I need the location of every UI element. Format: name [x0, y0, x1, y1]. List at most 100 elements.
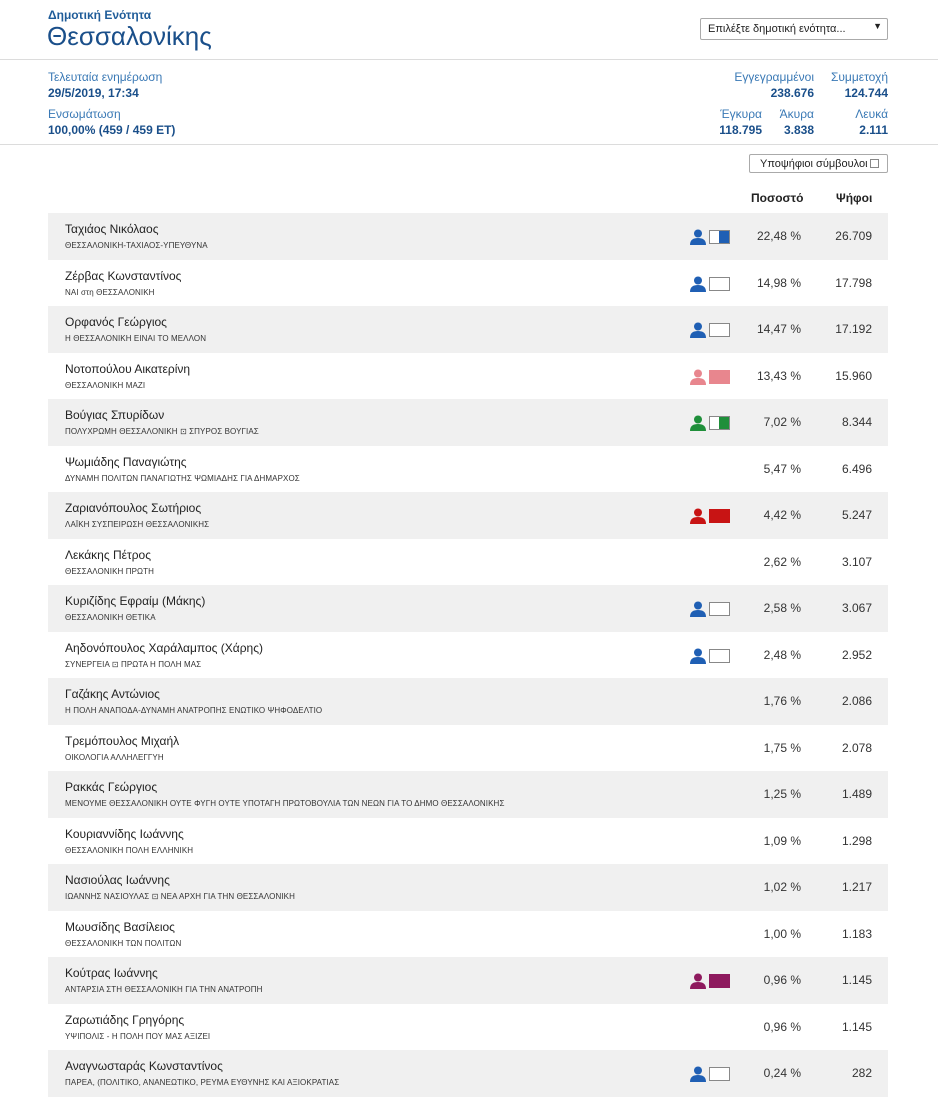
candidate-name: Κυριζίδης Εφραίμ (Μάκης): [65, 594, 206, 608]
candidate-name: Νασιούλας Ιωάννης: [65, 873, 170, 887]
vote-percent: 14,47 %: [756, 322, 801, 336]
select-value: Επιλέξτε δημοτική ενότητα...: [708, 23, 846, 35]
table-row[interactable]: Ζαριανόπουλος Σωτήριος ΛΑΪΚΗ ΣΥΣΠΕΙΡΩΣΗ Θ…: [48, 492, 888, 539]
party-name: ΠΟΛΥΧΡΩΜΗ ΘΕΣΣΑΛΟΝΙΚΗ ⊡ ΣΠΥΡΟΣ ΒΟΥΓΙΑΣ: [65, 427, 259, 436]
table-row[interactable]: Ρακκάς Γεώργιος ΜΕΝΟΥΜΕ ΘΕΣΣΑΛΟΝΙΚΗ ΟΥΤΕ …: [48, 771, 888, 818]
vote-count: 1.145: [841, 973, 872, 987]
municipal-unit-label: Δημοτική Ενότητα: [48, 8, 152, 22]
party-name: Η ΠΟΛΗ ΑΝΑΠΟΔΑ-ΔΥΝΑΜΗ ΑΝΑΤΡΟΠΗΣ ΕΝΩΤΙΚΟ …: [65, 706, 323, 715]
party-name: ΟΙΚΟΛΟΓΙΑ ΑΛΛΗΛΕΓΓΥΗ: [65, 752, 164, 762]
table-row[interactable]: Κυριζίδης Εφραίμ (Μάκης) ΘΕΣΣΑΛΟΝΙΚΗ ΘΕΤΙ…: [48, 585, 888, 632]
last-update: Τελευταία ενημέρωση 29/5/2019, 17:34: [48, 70, 162, 100]
candidate-name: Ρακκάς Γεώργιος: [65, 780, 158, 794]
integration: Ενσωμάτωση 100,00% (459 / 459 ΕΤ): [48, 107, 175, 137]
party-name: ΜΕΝΟΥΜΕ ΘΕΣΣΑΛΟΝΙΚΗ ΟΥΤΕ ΦΥΓΗ ΟΥΤΕ ΥΠΟΤΑ…: [65, 799, 505, 808]
vote-count: 1.298: [841, 833, 872, 848]
vote-percent: 4,42 %: [763, 508, 801, 522]
turnout-label: Συμμετοχή: [830, 70, 888, 84]
person-icon: [690, 415, 706, 431]
vote-percent: 0,96 %: [763, 1019, 801, 1034]
page-title: Θεσσαλονίκης: [47, 21, 212, 51]
vote-count: 3.107: [841, 554, 872, 569]
party-name: Η ΘΕΣΣΑΛΟΝΙΚΗ ΕΙΝΑΙ ΤΟ ΜΕΛΛΟΝ: [65, 334, 207, 343]
party-name: ΝΑΙ στη ΘΕΣΣΑΛΟΝΙΚΗ: [65, 287, 155, 297]
vote-percent: 2,62 %: [763, 554, 801, 569]
table-row[interactable]: Μωυσίδης Βασίλειος ΘΕΣΣΑΛΟΝΙΚΗ ΤΩΝ ΠΟΛΙΤΩ…: [48, 911, 888, 958]
invalid-value: 3.838: [783, 123, 814, 137]
checkbox[interactable]: [870, 159, 879, 168]
invalid: Άκυρα 3.838: [780, 107, 814, 137]
candidate-name: Λεκάκης Πέτρος: [65, 547, 151, 562]
person-icon: [690, 508, 706, 524]
vote-percent: 1,76 %: [763, 694, 801, 708]
swatch-fill: [710, 975, 729, 987]
table-row[interactable]: Ζαρωτιάδης Γρηγόρης ΥΨΙΠΟΛΙΣ - Η ΠΟΛΗ ΠΟΥ…: [48, 1004, 888, 1051]
party-color-swatch: [709, 416, 730, 430]
vote-percent: 22,48 %: [756, 229, 801, 243]
table-row[interactable]: Βούγιας Σπυρίδων ΠΟΛΥΧΡΩΜΗ ΘΕΣΣΑΛΟΝΙΚΗ ⊡ …: [48, 399, 888, 446]
table-row[interactable]: Κουριαννίδης Ιωάννης ΘΕΣΣΑΛΟΝΙΚΗ ΠΟΛΗ ΕΛΛ…: [48, 818, 888, 865]
person-icon: [690, 648, 706, 664]
vote-count: 1.183: [841, 926, 872, 941]
blank-label: Λευκά: [855, 107, 888, 121]
party-color-swatch: [709, 509, 730, 523]
last-update-value: 29/5/2019, 17:34: [48, 86, 139, 100]
party-name: ΘΕΣΣΑΛΟΝΙΚΗ ΠΡΩΤΗ: [65, 566, 154, 576]
vote-count: 17.192: [835, 322, 872, 336]
table-row[interactable]: Ταχιάος Νικόλαος ΘΕΣΣΑΛΟΝΙΚΗ-ΤΑΧΙΑΟΣ-ΥΠΕΥ…: [48, 213, 888, 260]
person-icon: [690, 1066, 706, 1082]
table-row[interactable]: Νασιούλας Ιωάννης ΙΩΑΝΝΗΣ ΝΑΣΙΟΥΛΑΣ ⊡ ΝΕΑ…: [48, 864, 888, 911]
person-icon: [690, 973, 706, 989]
blank: Λευκά 2.111: [855, 107, 888, 137]
candidate-name: Ζαρωτιάδης Γρηγόρης: [65, 1012, 185, 1027]
candidate-name: Ορφανός Γεώργιος: [65, 315, 167, 329]
vote-count: 8.344: [841, 415, 872, 429]
vote-count: 1.489: [841, 787, 872, 801]
candidate-name: Αηδονόπουλος Χαράλαμπος (Χάρης): [65, 640, 263, 655]
vote-count: 1.145: [841, 1019, 872, 1034]
party-color-swatch: [709, 369, 730, 384]
person-icon: [690, 601, 706, 617]
council-candidates-toggle[interactable]: Υποψήφιοι σύμβουλοι: [749, 154, 888, 173]
table-row[interactable]: Ζέρβας Κωνσταντίνος ΝΑΙ στη ΘΕΣΣΑΛΟΝΙΚΗ 14…: [48, 260, 888, 307]
swatch-fill: [718, 231, 729, 243]
party-name: ΘΕΣΣΑΛΟΝΙΚΗ ΠΟΛΗ ΕΛΛΗΝΙΚΗ: [65, 845, 194, 855]
party-name: ΣΥΝΕΡΓΕΙΑ ⊡ ΠΡΩΤΑ Η ΠΟΛΗ ΜΑΣ: [65, 659, 202, 669]
municipal-unit-select[interactable]: Επιλέξτε δημοτική ενότητα... ▼: [700, 18, 888, 40]
table-row[interactable]: Κούτρας Ιωάννης ΑΝΤΑΡΣΙΑ ΣΤΗ ΘΕΣΣΑΛΟΝΙΚΗ …: [48, 957, 888, 1004]
registered: Εγγεγραμμένοι 238.676: [734, 70, 814, 100]
vote-percent: 2,48 %: [763, 647, 801, 662]
vote-percent: 0,24 %: [763, 1066, 801, 1080]
party-name: ΑΝΤΑΡΣΙΑ ΣΤΗ ΘΕΣΣΑΛΟΝΙΚΗ ΓΙΑ ΤΗΝ ΑΝΑΤΡΟΠ…: [65, 985, 263, 994]
candidate-name: Νοτοπούλου Αικατερίνη: [65, 361, 191, 376]
party-name: ΘΕΣΣΑΛΟΝΙΚΗ ΤΩΝ ΠΟΛΙΤΩΝ: [65, 938, 182, 948]
party-name: ΘΕΣΣΑΛΟΝΙΚΗ ΘΕΤΙΚΑ: [65, 613, 156, 622]
valid-value: 118.795: [719, 123, 762, 137]
table-row[interactable]: Ορφανός Γεώργιος Η ΘΕΣΣΑΛΟΝΙΚΗ ΕΙΝΑΙ ΤΟ Μ…: [48, 306, 888, 353]
vote-count: 2.078: [841, 740, 872, 755]
table-row[interactable]: Αναγνωσταράς Κωνσταντίνος ΠΑΡΕΑ, (ΠΟΛΙΤΙΚ…: [48, 1050, 888, 1097]
candidate-name: Ζέρβας Κωνσταντίνος: [65, 268, 182, 283]
table-row[interactable]: Γαζάκης Αντώνιος Η ΠΟΛΗ ΑΝΑΠΟΔΑ-ΔΥΝΑΜΗ ΑΝ…: [48, 678, 888, 725]
invalid-label: Άκυρα: [779, 107, 814, 121]
stats-panel: Τελευταία ενημέρωση 29/5/2019, 17:34 Ενσ…: [0, 60, 938, 145]
vote-percent: 1,09 %: [763, 833, 801, 848]
table-row[interactable]: Νοτοπούλου Αικατερίνη ΘΕΣΣΑΛΟΝΙΚΗ ΜΑΖΙ 13,…: [48, 353, 888, 400]
turnout-value: 124.744: [844, 86, 888, 100]
party-color-swatch: [709, 648, 730, 663]
integration-label: Ενσωμάτωση: [48, 107, 121, 121]
party-color-swatch: [709, 602, 730, 616]
registered-value: 238.676: [770, 86, 814, 100]
vote-count: 2.952: [841, 647, 872, 662]
party-name: ΘΕΣΣΑΛΟΝΙΚΗ ΜΑΖΙ: [65, 380, 146, 390]
vote-percent: 1,25 %: [763, 787, 801, 801]
table-row[interactable]: Τρεμόπουλος Μιχαήλ ΟΙΚΟΛΟΓΙΑ ΑΛΛΗΛΕΓΓΥΗ 1,…: [48, 725, 888, 772]
person-icon: [690, 276, 706, 292]
candidate-name: Αναγνωσταράς Κωνσταντίνος: [65, 1059, 223, 1073]
toggle-label: Υποψήφιοι σύμβουλοι: [760, 158, 868, 170]
person-icon: [690, 369, 706, 385]
vote-count: 15.960: [835, 368, 872, 383]
table-row[interactable]: Ψωμιάδης Παναγιώτης ΔΥΝΑΜΗ ΠΟΛΙΤΩΝ ΠΑΝΑΓΙ…: [48, 446, 888, 493]
table-row[interactable]: Αηδονόπουλος Χαράλαμπος (Χάρης) ΣΥΝΕΡΓΕΙΑ…: [48, 632, 888, 679]
table-row[interactable]: Λεκάκης Πέτρος ΘΕΣΣΑΛΟΝΙΚΗ ΠΡΩΤΗ 2,62 % 3.1…: [48, 539, 888, 586]
